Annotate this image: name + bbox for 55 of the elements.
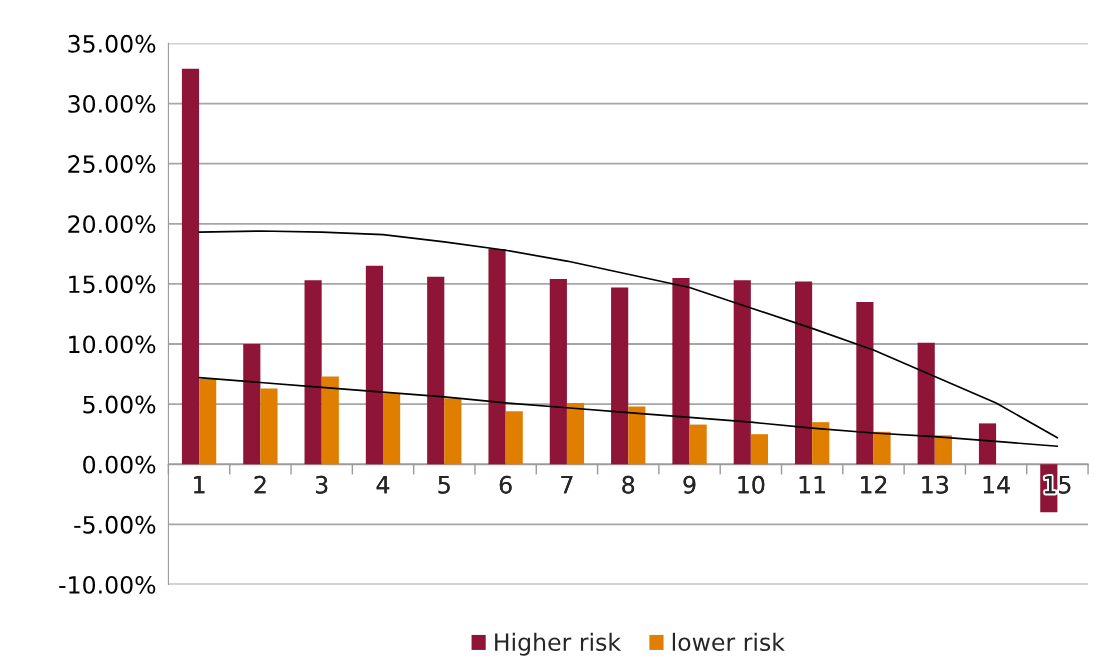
bar (304, 280, 322, 465)
legend-label: lower risk (672, 632, 785, 652)
line-series (198, 230, 1059, 439)
y-tick-label: 35.00% (68, 34, 156, 53)
bar (812, 422, 830, 465)
x-tick-label: 14 (983, 476, 1010, 494)
y-tick-label: 15.00% (69, 275, 156, 294)
x-tick-label: 12 (861, 475, 887, 494)
bar (672, 277, 690, 465)
bar (611, 287, 629, 465)
y-tick-label: 0.00% (83, 455, 156, 474)
bar (566, 402, 585, 465)
bar (856, 301, 874, 465)
line-series (198, 376, 1059, 448)
bar (505, 411, 523, 465)
y-tick-label: 25.00% (68, 155, 156, 173)
x-tick-label: 10 (738, 475, 765, 494)
legend-label: Higher risk (495, 632, 621, 656)
x-tick-label: 4 (376, 476, 390, 494)
y-tick-label: -10.00% (59, 575, 156, 594)
bar (321, 376, 339, 465)
bar (628, 406, 646, 465)
bar (199, 378, 217, 465)
x-tick-label: 5 (438, 476, 450, 494)
bar (444, 398, 462, 465)
y-tick-label: 5.00% (83, 395, 156, 414)
bar (383, 393, 401, 465)
bar (260, 388, 278, 465)
bar (934, 435, 952, 465)
x-tick-label: 11 (799, 476, 826, 494)
bar (917, 342, 935, 465)
bar (488, 249, 506, 465)
x-tick-label: 1 (194, 476, 205, 494)
x-tick-label: 8 (622, 475, 635, 494)
bar (549, 279, 567, 465)
bar (733, 280, 751, 465)
x-tick-label: 9 (683, 475, 696, 494)
y-tick-label: 10.00% (69, 335, 156, 354)
x-tick-label: 2 (254, 475, 266, 494)
y-tick-label: -5.00% (74, 515, 156, 534)
bar (978, 423, 997, 465)
y-tick-label: 30.00% (68, 94, 156, 113)
bar (873, 431, 891, 465)
bar (365, 265, 383, 465)
bar (750, 434, 769, 465)
bar (795, 281, 813, 465)
x-tick-label: 6 (499, 475, 512, 494)
x-tick-label: 3 (315, 475, 328, 494)
x-tick-label: 13 (922, 475, 948, 494)
bar (243, 344, 261, 465)
x-tick-label: 7 (561, 476, 573, 494)
y-tick-label: 20.00% (68, 215, 156, 234)
bar (427, 276, 445, 465)
bar (181, 68, 200, 465)
bar (689, 424, 707, 465)
